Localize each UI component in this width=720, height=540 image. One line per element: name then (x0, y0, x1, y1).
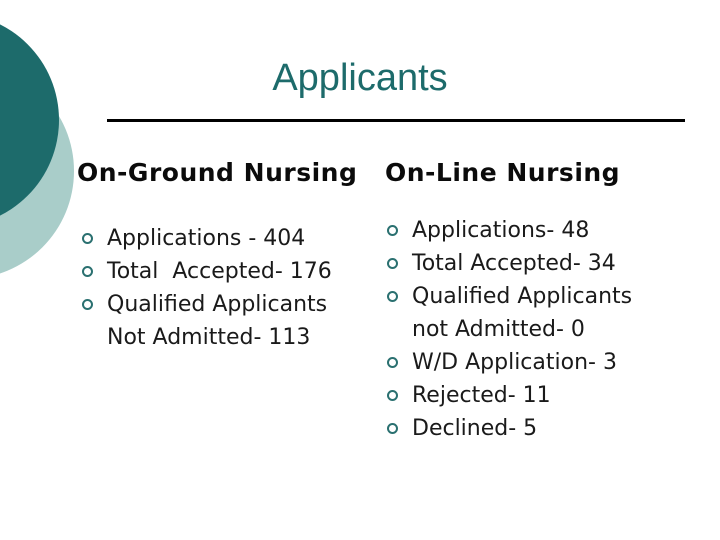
list-item: Applications- 48 (385, 214, 695, 247)
bullet-circle-icon (387, 390, 398, 401)
list-item-text: Applications- 48 (412, 218, 590, 243)
list-item-text: Applications - 404 (107, 226, 306, 251)
list-item-text: Rejected- 11 (412, 383, 551, 408)
bullet-circle-icon (387, 291, 398, 302)
bullet-circle-icon (387, 423, 398, 434)
bullet-circle-icon (82, 266, 93, 277)
bullet-circle-icon (387, 357, 398, 368)
list-item: Declined- 5 (385, 412, 695, 445)
list-item-text: Total Accepted- 34 (412, 251, 616, 276)
bullet-circle-icon (82, 233, 93, 244)
list-item: W/D Application- 3 (385, 346, 695, 379)
list-item-text: Qualified Applicants Not Admitted- 113 (107, 292, 328, 350)
list-item: Qualified Applicants not Admitted- 0 (385, 280, 695, 346)
column-heading: On-Ground Nursing (77, 158, 358, 187)
column-on-ground-nursing: On-Ground Nursing Applications - 404 Tota… (77, 158, 377, 354)
list-item: Total Accepted- 176 (77, 255, 377, 288)
list-item-text: Qualified Applicants not Admitted- 0 (412, 284, 633, 342)
bullet-circle-icon (387, 258, 398, 269)
list-item: Rejected- 11 (385, 379, 695, 412)
title-underline (107, 119, 685, 122)
bullet-list: Applications - 404 Total Accepted- 176 Qua… (77, 222, 377, 354)
list-item-text: Declined- 5 (412, 416, 538, 441)
list-item: Applications - 404 (77, 222, 377, 255)
column-heading: On-Line Nursing (385, 158, 621, 187)
column-on-line-nursing: On-Line Nursing Applications- 48 Total Ac… (385, 158, 695, 445)
bullet-circle-icon (82, 299, 93, 310)
list-item-text: W/D Application- 3 (412, 350, 617, 375)
bullet-list: Applications- 48 Total Accepted- 34 Qualif… (385, 214, 695, 445)
list-item: Qualified Applicants Not Admitted- 113 (77, 288, 377, 354)
list-item: Total Accepted- 34 (385, 247, 695, 280)
list-item-text: Total Accepted- 176 (107, 259, 332, 284)
slide-title: Applicants (272, 57, 448, 99)
bullet-circle-icon (387, 225, 398, 236)
